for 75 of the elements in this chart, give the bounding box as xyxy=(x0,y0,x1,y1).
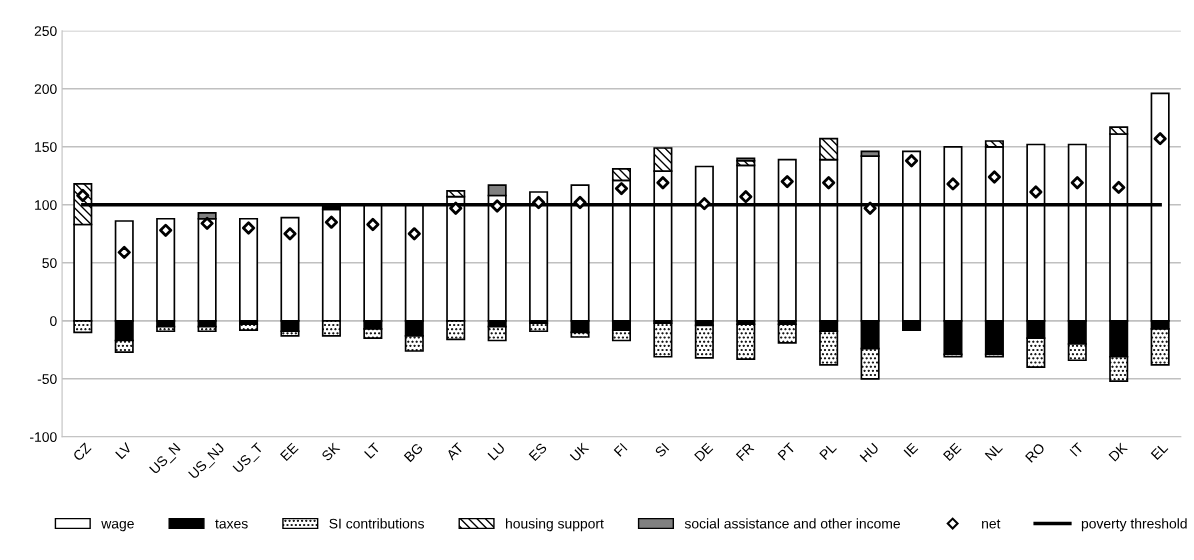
x-tick-label: EE xyxy=(280,442,299,462)
point xyxy=(697,197,711,211)
x-tick-label: NL xyxy=(984,442,1003,461)
legend-label: taxes xyxy=(215,519,248,529)
point xyxy=(407,227,421,241)
point xyxy=(1029,185,1043,199)
y-tick-label: 200 xyxy=(34,84,57,94)
bar xyxy=(156,217,176,322)
bar xyxy=(239,217,259,322)
x-tick-label: RO xyxy=(1024,442,1046,463)
x-tick-label: ES xyxy=(528,442,548,462)
point xyxy=(490,199,504,213)
point xyxy=(159,223,173,237)
point xyxy=(283,227,297,241)
bar xyxy=(694,324,714,359)
y-tick-label: 100 xyxy=(35,200,57,210)
x-tick-label: IE xyxy=(903,442,919,458)
bar xyxy=(777,323,797,344)
y-tick-label: 0 xyxy=(50,316,57,326)
x-tick-label: SI xyxy=(654,442,670,458)
bar xyxy=(736,157,756,162)
legend-label: housing support xyxy=(506,518,604,532)
x-tick-label: HU xyxy=(859,442,880,463)
legend-label: poverty threshold xyxy=(1081,518,1187,532)
x-tick-label: PL xyxy=(819,442,837,460)
y-tick-label: 250 xyxy=(34,26,57,36)
point xyxy=(573,195,587,210)
x-tick-label: FI xyxy=(613,442,628,457)
point xyxy=(1153,132,1167,146)
x-tick-label: SK xyxy=(321,442,341,462)
legend-label: SI contributions xyxy=(329,518,424,529)
point xyxy=(366,217,380,232)
x-tick-label: DE xyxy=(694,442,714,462)
point xyxy=(780,175,794,189)
point xyxy=(1112,180,1126,194)
bar xyxy=(653,322,673,358)
x-tick-label: LT xyxy=(364,442,381,459)
y-tick-label: 50 xyxy=(42,258,57,268)
x-tick-label: LV xyxy=(115,442,133,460)
point xyxy=(739,190,753,204)
x-tick-label: DK xyxy=(1108,442,1128,462)
point xyxy=(863,201,877,215)
x-tick-label: UK xyxy=(569,442,590,462)
point xyxy=(324,215,339,229)
point xyxy=(822,176,836,190)
y-tick-label: -100 xyxy=(30,432,57,442)
point xyxy=(241,221,256,235)
point xyxy=(614,181,629,196)
legend-label: social assistance and other income xyxy=(684,518,900,529)
legend-label: wage xyxy=(101,520,134,532)
point xyxy=(117,245,131,259)
bar xyxy=(736,323,756,360)
point xyxy=(76,188,90,203)
bar xyxy=(529,322,549,333)
point xyxy=(200,216,214,230)
point xyxy=(987,170,1001,184)
y-tick-label: 150 xyxy=(35,142,57,152)
point xyxy=(1070,176,1084,190)
y-tick-label: -50 xyxy=(37,374,57,384)
x-tick-label: PT xyxy=(777,442,796,461)
x-tick-label: BG xyxy=(403,442,424,463)
bar xyxy=(239,323,259,331)
x-tick-label: BE xyxy=(943,442,962,462)
x-tick-label: LU xyxy=(487,442,506,461)
point xyxy=(532,195,546,210)
x-tick-label: FR xyxy=(735,442,755,462)
x-tick-label: IT xyxy=(1069,442,1084,457)
point xyxy=(656,176,670,190)
point xyxy=(904,154,919,168)
x-tick-label: AT xyxy=(445,442,464,461)
point xyxy=(946,177,960,191)
x-tick-label: CZ xyxy=(72,442,92,462)
legend-label: net xyxy=(982,519,1001,529)
x-tick-label: EL xyxy=(1150,442,1169,460)
point xyxy=(449,201,463,215)
